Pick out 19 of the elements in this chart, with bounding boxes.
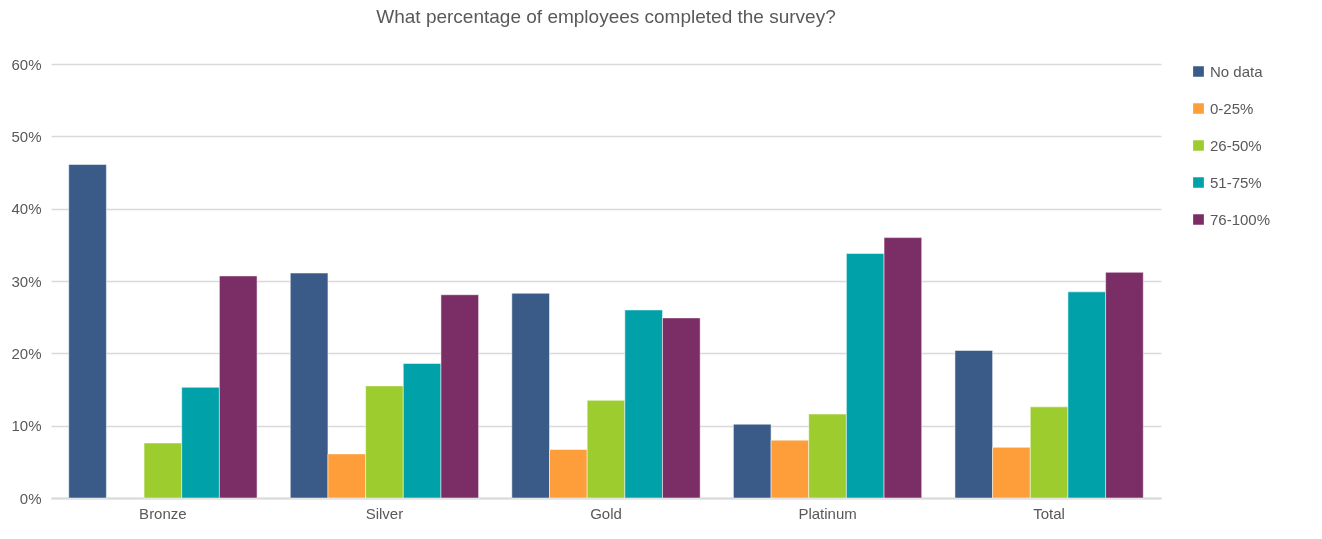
chart-title: What percentage of employees completed the survey? [376,6,836,27]
legend-label: 51-75% [1210,173,1262,191]
legend-label: 26-50% [1210,136,1262,154]
x-tick-label: Silver [365,504,404,522]
y-tick-label: 60% [11,55,42,73]
x-tick-label: Bronze [139,504,187,522]
y-tick-label: 0% [19,489,42,507]
legend-label: No data [1210,62,1264,80]
y-tick-label: 50% [11,127,42,145]
y-tick-label: 20% [11,344,42,362]
y-tick-label: 40% [11,200,42,218]
bar [68,164,107,499]
legend-label: 0-25% [1210,99,1254,117]
legend-label: 76-100% [1210,210,1271,228]
y-tick-label: 30% [11,272,42,290]
x-tick-label: Gold [590,504,622,522]
x-tick-label: Platinum [798,504,857,522]
x-tick-label: Total [1033,504,1065,522]
y-tick-label: 10% [11,417,42,435]
